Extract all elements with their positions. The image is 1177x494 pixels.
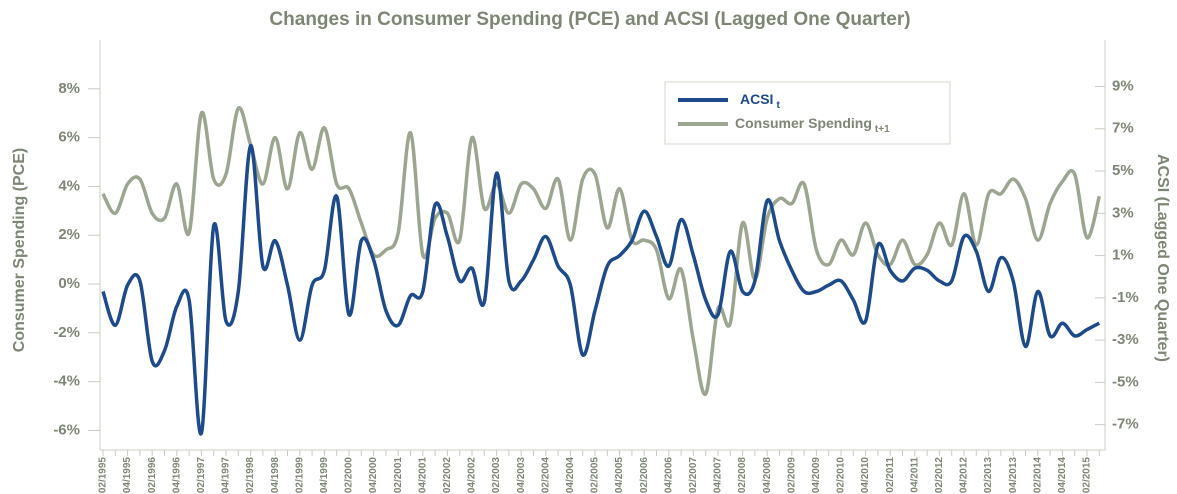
x-tick-label: 04/2007 bbox=[713, 457, 724, 494]
y-tick-label: 2% bbox=[58, 226, 80, 243]
legend-subscript: t bbox=[776, 100, 780, 111]
y-tick-label: 6% bbox=[58, 129, 80, 146]
x-tick-label: 04/1996 bbox=[171, 457, 182, 494]
x-tick-label: 02/1998 bbox=[245, 457, 256, 494]
x-tick-label: 04/2013 bbox=[1008, 457, 1019, 494]
legend-name: ACSI bbox=[740, 91, 773, 107]
x-tick-label: 04/2001 bbox=[417, 457, 428, 494]
chart-title: Changes in Consumer Spending (PCE) and A… bbox=[269, 9, 910, 30]
x-tick-label: 02/2004 bbox=[540, 457, 551, 494]
y2-tick-label: 1% bbox=[1112, 247, 1134, 264]
y-tick-label: -6% bbox=[53, 421, 80, 438]
y2-tick-label: 3% bbox=[1112, 204, 1134, 221]
x-tick-label: 04/2004 bbox=[565, 457, 576, 494]
legend-label: ACSI t bbox=[740, 91, 780, 111]
x-tick-label: 04/2005 bbox=[614, 457, 625, 494]
x-tick-label: 02/1997 bbox=[196, 457, 207, 494]
y-tick-label: 4% bbox=[58, 177, 80, 194]
x-tick-label: 02/2014 bbox=[1032, 457, 1043, 494]
x-tick-label: 02/2005 bbox=[590, 457, 601, 494]
x-tick-label: 02/2006 bbox=[639, 457, 650, 494]
y-tick-label: -4% bbox=[53, 373, 80, 390]
x-tick-label: 04/2002 bbox=[467, 457, 478, 494]
y-tick-label: 8% bbox=[58, 80, 80, 97]
y2-tick-label: -5% bbox=[1112, 373, 1139, 390]
x-tick-label: 02/2010 bbox=[836, 457, 847, 494]
x-tick-label: 04/2008 bbox=[762, 457, 773, 494]
x-tick-label: 02/1999 bbox=[294, 457, 305, 494]
y2-tick-label: -7% bbox=[1112, 416, 1139, 433]
x-tick-label: 04/2012 bbox=[959, 457, 970, 494]
x-tick-label: 04/2010 bbox=[860, 457, 871, 494]
x-tick-label: 02/2002 bbox=[442, 457, 453, 494]
x-tick-label: 02/2003 bbox=[491, 457, 502, 494]
x-tick-label: 02/2015 bbox=[1082, 457, 1093, 494]
legend-name: Consumer Spending bbox=[735, 115, 872, 131]
x-tick-label: 02/2001 bbox=[393, 457, 404, 494]
x-tick-label: 04/1998 bbox=[270, 457, 281, 494]
y2-tick-label: 7% bbox=[1112, 120, 1134, 137]
x-tick-label: 02/2012 bbox=[934, 457, 945, 494]
x-tick-label: 02/2008 bbox=[737, 457, 748, 494]
y2-tick-label: 5% bbox=[1112, 162, 1134, 179]
y-tick-label: -2% bbox=[53, 324, 80, 341]
x-tick-label: 04/2000 bbox=[368, 457, 379, 494]
legend bbox=[664, 81, 951, 145]
x-tick-label: 02/1995 bbox=[98, 457, 109, 494]
y2-tick-label: -3% bbox=[1112, 331, 1139, 348]
x-tick-label: 04/2009 bbox=[811, 457, 822, 494]
y2-axis-label: ACSI (Lagged One Quarter) bbox=[1154, 154, 1171, 362]
x-tick-label: 02/2007 bbox=[688, 457, 699, 494]
y2-tick-label: -1% bbox=[1112, 289, 1139, 306]
x-tick-label: 04/2003 bbox=[516, 457, 527, 494]
legend-subscript: t+1 bbox=[875, 124, 890, 135]
x-tick-label: 02/1996 bbox=[147, 457, 158, 494]
series-line bbox=[101, 106, 1101, 396]
x-tick-label: 04/1999 bbox=[319, 457, 330, 494]
x-tick-label: 04/2006 bbox=[663, 457, 674, 494]
y-axis-label: Consumer Spending (PCE) bbox=[11, 148, 28, 352]
x-tick-label: 02/2000 bbox=[344, 457, 355, 494]
y-tick-label: 0% bbox=[58, 275, 80, 292]
x-tick-label: 04/1995 bbox=[122, 457, 133, 494]
x-tick-label: 02/2011 bbox=[885, 457, 896, 493]
x-tick-label: 02/2013 bbox=[983, 457, 994, 494]
legend-label: Consumer Spending t+1 bbox=[735, 115, 890, 135]
y2-tick-label: 9% bbox=[1112, 77, 1134, 94]
series-line bbox=[101, 143, 1101, 436]
x-tick-label: 04/1997 bbox=[221, 457, 232, 494]
x-tick-label: 04/2011 bbox=[909, 457, 920, 493]
x-tick-label: 02/2009 bbox=[786, 457, 797, 494]
x-tick-label: 04/2014 bbox=[1057, 457, 1068, 494]
